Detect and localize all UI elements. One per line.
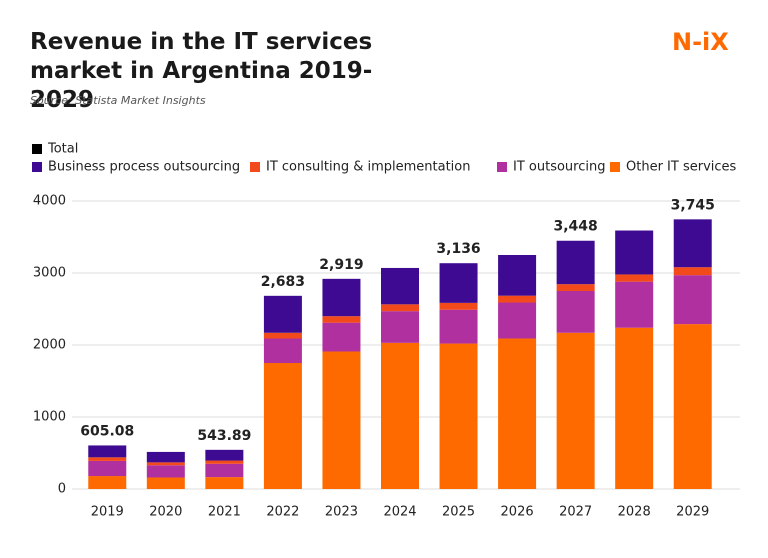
bar-segment: [263, 363, 302, 489]
bar-segment: [673, 219, 712, 268]
bar-segment: [498, 302, 537, 339]
logo: N-iX: [672, 28, 729, 56]
total-label: 605.08: [80, 423, 134, 439]
bar-segment: [263, 338, 302, 363]
total-label: 2,919: [319, 257, 363, 273]
legend-swatch: [497, 162, 507, 172]
bar-segment: [439, 263, 478, 303]
bar-segment: [439, 302, 478, 310]
legend-swatch: [32, 162, 42, 172]
bar-segment: [381, 267, 419, 305]
bar-segment: [322, 322, 361, 352]
y-tick-label: 0: [58, 482, 66, 497]
total-label: 3,448: [553, 219, 597, 235]
x-tick-label: 2029: [676, 505, 709, 520]
bar-segment: [615, 274, 654, 282]
x-tick-label: 2022: [266, 505, 299, 520]
x-tick-label: 2028: [618, 505, 651, 520]
bar-segment: [205, 460, 244, 464]
bar-segment: [381, 311, 419, 343]
total-label: 543.89: [197, 428, 251, 444]
x-tick-label: 2020: [149, 505, 182, 520]
bar-segment: [498, 295, 537, 303]
bar-segment: [439, 343, 478, 489]
x-tick-label: 2021: [208, 505, 241, 520]
y-tick-label: 3000: [33, 266, 66, 281]
bar-segment: [439, 309, 478, 344]
legend-swatch: [250, 162, 260, 172]
x-tick-label: 2026: [501, 505, 534, 520]
bar-segment: [615, 230, 654, 275]
bar-segment: [146, 465, 185, 478]
legend-label: IT consulting & implementation: [266, 160, 470, 175]
y-tick-label: 2000: [33, 338, 66, 353]
bar-segment: [322, 316, 361, 323]
bar-segment: [381, 342, 419, 489]
bar-segment: [615, 281, 654, 328]
bar-segment: [556, 284, 595, 291]
x-tick-label: 2027: [559, 505, 592, 520]
bar-segment: [322, 351, 361, 489]
bar-segment: [88, 445, 127, 458]
legend-label: Business process outsourcing: [48, 160, 240, 175]
bar-segment: [146, 477, 185, 489]
legend-label: Total: [47, 142, 78, 157]
bar-segment: [498, 338, 537, 489]
chart-title: Revenue in the IT services market in Arg…: [30, 29, 373, 113]
bar-segment: [381, 304, 419, 312]
x-tick-label: 2024: [383, 505, 416, 520]
bar-segment: [673, 275, 712, 325]
y-tick-label: 1000: [33, 410, 66, 425]
legend-label: IT outsourcing: [513, 160, 605, 175]
total-label: 3,136: [436, 241, 480, 257]
bar-segment: [556, 332, 595, 489]
bar-segment: [205, 463, 244, 478]
bar-segment: [615, 327, 654, 489]
total-label: 2,683: [261, 274, 305, 290]
x-tick-label: 2019: [91, 505, 124, 520]
bar-segment: [88, 460, 127, 477]
x-tick-label: 2025: [442, 505, 475, 520]
bar-segment: [673, 324, 712, 489]
legend-swatch: [610, 162, 620, 172]
bar-segment: [673, 267, 712, 276]
bar-segment: [263, 332, 302, 339]
bar-segment: [205, 477, 244, 489]
bar-segment: [556, 291, 595, 333]
source: Source: Statista Market Insights: [30, 94, 206, 107]
bar-segment: [146, 462, 185, 466]
total-label: 3,745: [671, 197, 715, 213]
y-tick-label: 4000: [33, 194, 66, 209]
bar-segment: [322, 278, 361, 317]
bar-segment: [205, 449, 244, 461]
bar-segment: [146, 451, 185, 463]
legend-label: Other IT services: [626, 160, 737, 175]
bar-segment: [88, 476, 127, 489]
bar-segment: [498, 255, 537, 296]
bar-segment: [263, 295, 302, 333]
bar-segment: [556, 240, 595, 285]
legend-swatch: [32, 144, 42, 154]
x-tick-label: 2023: [325, 505, 358, 520]
bar-segment: [88, 457, 127, 461]
